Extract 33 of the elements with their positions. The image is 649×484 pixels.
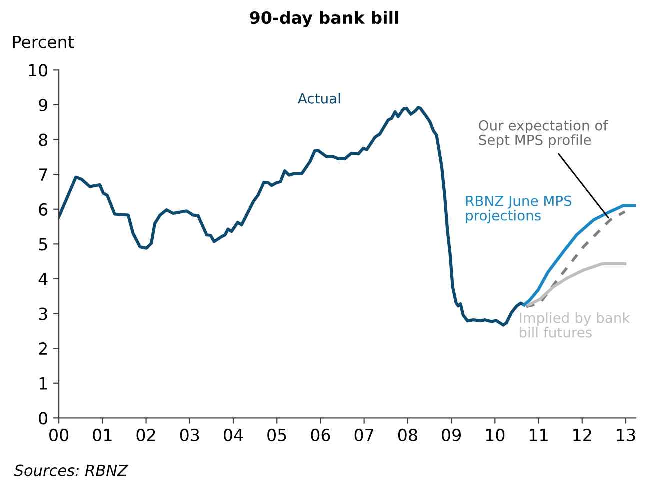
x-tick-label: 02 [136, 428, 156, 442]
y-tick-label: 3 [39, 308, 48, 320]
y-tick-label: 2 [39, 342, 47, 355]
y-tick-label: 4 [38, 273, 48, 286]
text: Actual [298, 93, 340, 104]
x-tick-label: 13 [617, 428, 636, 442]
x-tick-label: 06 [311, 428, 330, 442]
x-tick-label: 10 [486, 428, 505, 442]
x-tick-label: 01 [93, 428, 112, 442]
y-tick-label: 1 [40, 378, 48, 390]
y-tick-label: 6 [39, 203, 48, 216]
y-tick-label: 10 [29, 64, 48, 77]
y-tick-label: 5 [39, 238, 48, 251]
x-tick-label: 03 [180, 428, 200, 442]
x-tick-label: 09 [442, 428, 461, 442]
text: Our expectation of Sept MPS profile [479, 120, 608, 148]
chart-title: 90-day bank bill [250, 11, 398, 28]
x-tick-label: 07 [354, 428, 374, 442]
series-label: RBNZ June MPS projections [466, 196, 572, 224]
x-tick-label: 08 [398, 428, 418, 442]
x-tick-label: 11 [530, 429, 548, 442]
x-tick-label: 12 [574, 428, 592, 442]
line-series [527, 262, 627, 307]
x-tick-label: 05 [268, 428, 286, 442]
y-tick-label: 7 [39, 168, 48, 181]
y-tick-label: 8 [39, 134, 48, 146]
source-note: Sources: RBNZ [14, 464, 128, 476]
y-tick-label: 9 [39, 98, 48, 112]
y-axis-title: Percent [13, 36, 74, 48]
x-tick-label: 04 [224, 428, 244, 442]
x-tick-label: 00 [50, 428, 69, 442]
y-tick-label: 0 [39, 412, 48, 425]
series-label: Implied by bank bill futures [520, 312, 630, 338]
